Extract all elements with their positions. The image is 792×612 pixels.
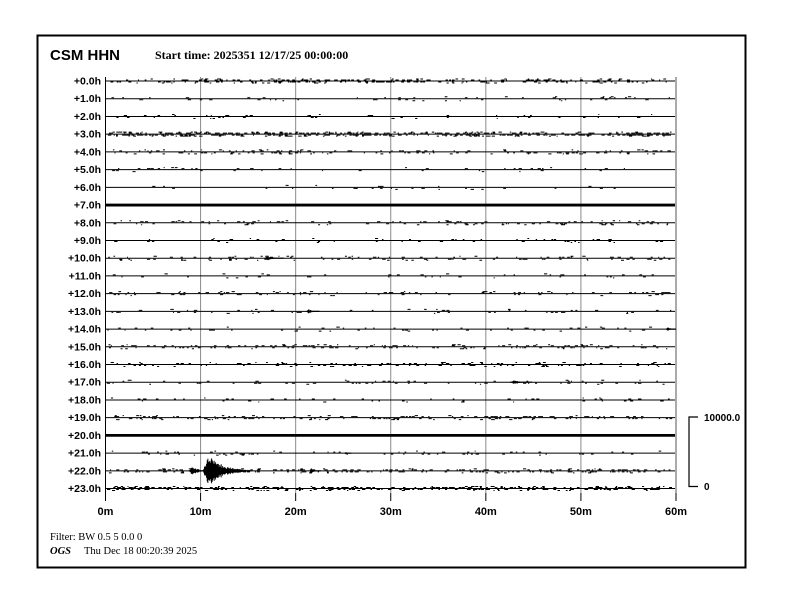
trace-noise: [106, 379, 665, 385]
trace-noise: [152, 184, 616, 190]
trace-noise: [116, 113, 653, 119]
trace-noise: [113, 220, 669, 226]
seismic-event: [510, 380, 533, 384]
x-axis-label: 40m: [475, 506, 497, 518]
scale-min-label: 0: [704, 482, 710, 493]
agency-label: OGS: [50, 546, 71, 557]
y-axis-label: +17.0h: [68, 377, 101, 389]
y-axis-label: +16.0h: [68, 359, 101, 371]
y-axis-label: +21.0h: [68, 448, 101, 460]
trace-noise: [114, 237, 664, 243]
y-axis-label: +15.0h: [68, 341, 101, 353]
scale-max-label: 10000.0: [704, 413, 741, 424]
y-axis-label: +10.0h: [68, 253, 101, 265]
render-timestamp: Thu Dec 18 00:20:39 2025: [84, 546, 197, 557]
y-axis-label: +23.0h: [68, 483, 101, 495]
y-axis-label: +9.0h: [74, 235, 101, 247]
x-axis-label: 60m: [665, 506, 687, 518]
y-axis-label: +7.0h: [74, 200, 101, 212]
trace-noise: [111, 96, 670, 102]
figure-border: [36, 34, 747, 569]
trace-noise: [110, 78, 667, 84]
trace-noise: [111, 308, 672, 314]
y-axis-label: +19.0h: [68, 412, 101, 424]
trace-noise: [108, 344, 668, 350]
trace-noise: [112, 273, 654, 279]
y-axis-label: +6.0h: [74, 182, 101, 194]
filter-label: Filter: BW 0.5 5 0.0 0: [50, 532, 142, 543]
y-axis-label: +1.0h: [74, 93, 101, 105]
y-axis-label: +5.0h: [74, 164, 101, 176]
x-axis-label: 20m: [285, 506, 307, 518]
seismic-event: [666, 327, 677, 331]
y-axis-label: +3.0h: [74, 129, 101, 141]
y-axis-label: +22.0h: [68, 465, 101, 477]
trace-noise: [107, 326, 653, 332]
y-axis-label: +8.0h: [74, 217, 101, 229]
y-axis-label: +2.0h: [74, 111, 101, 123]
trace-noise: [110, 397, 670, 403]
y-axis-label: +11.0h: [69, 270, 101, 282]
amplitude-scale-bracket: [688, 416, 698, 488]
trace-noise: [112, 149, 671, 155]
trace-noise: [107, 131, 672, 137]
x-axis-label: 50m: [570, 506, 592, 518]
y-axis-label: +4.0h: [74, 146, 101, 158]
traces-area: 0m 10m 20m 30m 40m 50m 60m +0.0h +1.0h +2.0h +3.0h…: [68, 76, 687, 519]
station-channel-title: CSM HHN: [50, 47, 120, 64]
trace-noise: [108, 255, 671, 261]
y-axis-label: +0.0h: [74, 76, 101, 88]
seismic-event: [264, 256, 284, 261]
seismic-event: [344, 452, 352, 455]
y-axis-label: +14.0h: [68, 324, 101, 336]
trace-noise: [111, 450, 662, 456]
y-axis-label: +13.0h: [68, 306, 101, 318]
x-axis-label: 0m: [98, 506, 114, 518]
y-axis-label: +20.0h: [68, 430, 101, 442]
trace-noise: [112, 167, 625, 173]
start-time-label: Start time: 2025351 12/17/25 00:00:00: [155, 48, 348, 62]
seismic-event: [306, 309, 320, 314]
y-axis-label: +12.0h: [68, 288, 101, 300]
y-axis-label: +18.0h: [68, 394, 101, 406]
seismic-event: [202, 458, 252, 484]
trace-noise: [110, 362, 671, 368]
trace-noise: [107, 486, 672, 492]
x-axis-label: 30m: [380, 506, 402, 518]
seismic-event: [309, 468, 321, 474]
trace-noise: [108, 468, 671, 474]
x-axis-label: 10m: [190, 506, 212, 518]
trace-noise: [109, 291, 671, 297]
trace-noise: [114, 415, 673, 421]
